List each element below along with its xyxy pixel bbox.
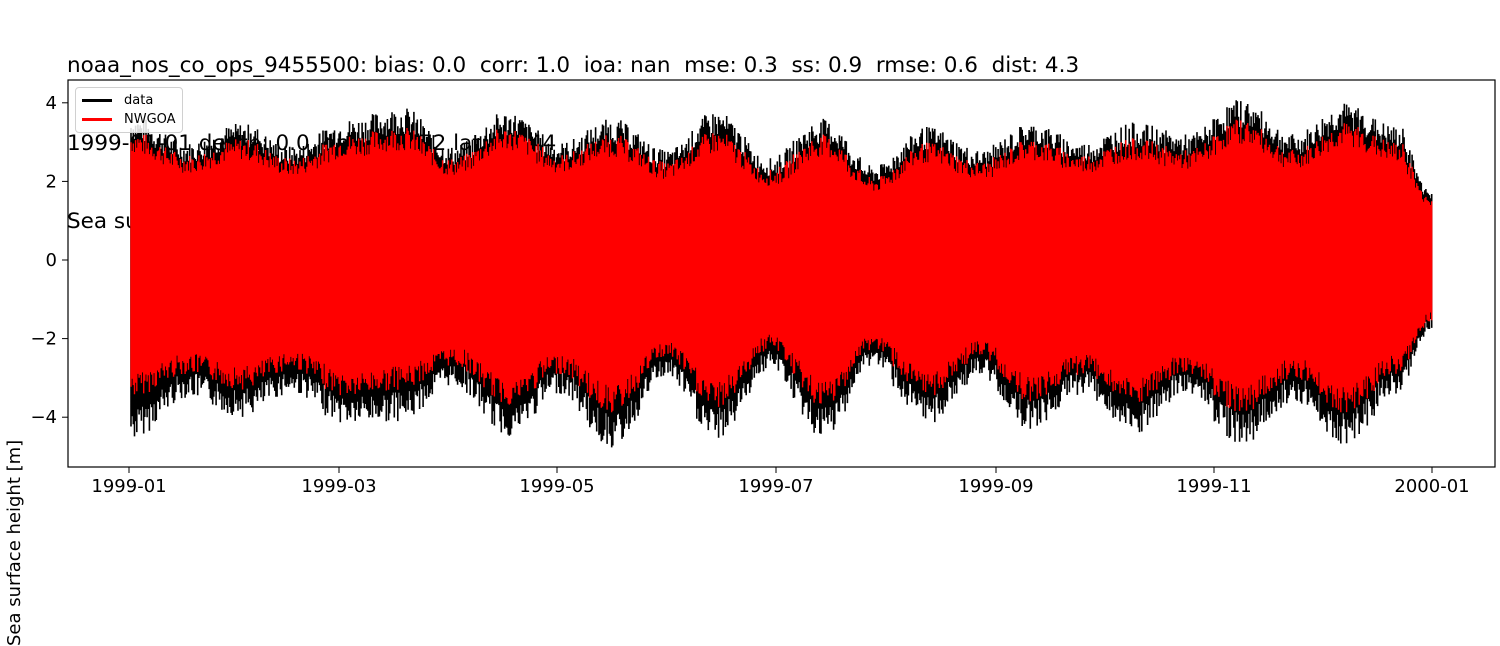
legend-item-data: data <box>82 91 153 109</box>
legend: data NWGOA <box>75 87 183 133</box>
x-tick-label: 1999-03 <box>301 476 376 497</box>
series-line <box>130 119 1433 413</box>
axes-frame <box>67 79 1496 468</box>
x-tick-label: 1999-01 <box>91 476 166 497</box>
legend-item-nwgoa: NWGOA <box>82 110 176 128</box>
y-tick-label: 2 <box>46 171 57 192</box>
plot-area: 420−2−4 1999-01 1999-03 1999-05 1999-07 1999… <box>30 79 1496 497</box>
y-tick-label: −2 <box>30 329 57 350</box>
x-tick-label: 1999-05 <box>519 476 594 497</box>
x-tick-label: 1999-09 <box>958 476 1033 497</box>
y-axis-label: Sea surface height [m] <box>4 439 25 646</box>
y-tick-label: −4 <box>30 407 57 428</box>
x-tick-label: 1999-11 <box>1176 476 1251 497</box>
series-nwgoa <box>130 119 1433 413</box>
title-metrics-line: noaa_nos_co_ops_9455500: bias: 0.0 corr:… <box>67 53 1080 78</box>
legend-swatch-data <box>82 98 112 102</box>
x-axis-ticks: 1999-01 1999-03 1999-05 1999-07 1999-09 1999-… <box>91 467 1470 497</box>
y-axis-ticks: 4 2 0 −2 −4 <box>30 93 68 428</box>
legend-swatch-nwgoa <box>82 117 112 121</box>
y-tick-label: 4 <box>46 93 57 114</box>
y-tick-label: 0 <box>46 250 57 271</box>
x-tick-label: 1999-07 <box>738 476 813 497</box>
legend-label-data: data <box>124 92 154 108</box>
legend-label-nwgoa: NWGOA <box>124 111 176 127</box>
x-tick-label: 2000-01 <box>1394 476 1469 497</box>
